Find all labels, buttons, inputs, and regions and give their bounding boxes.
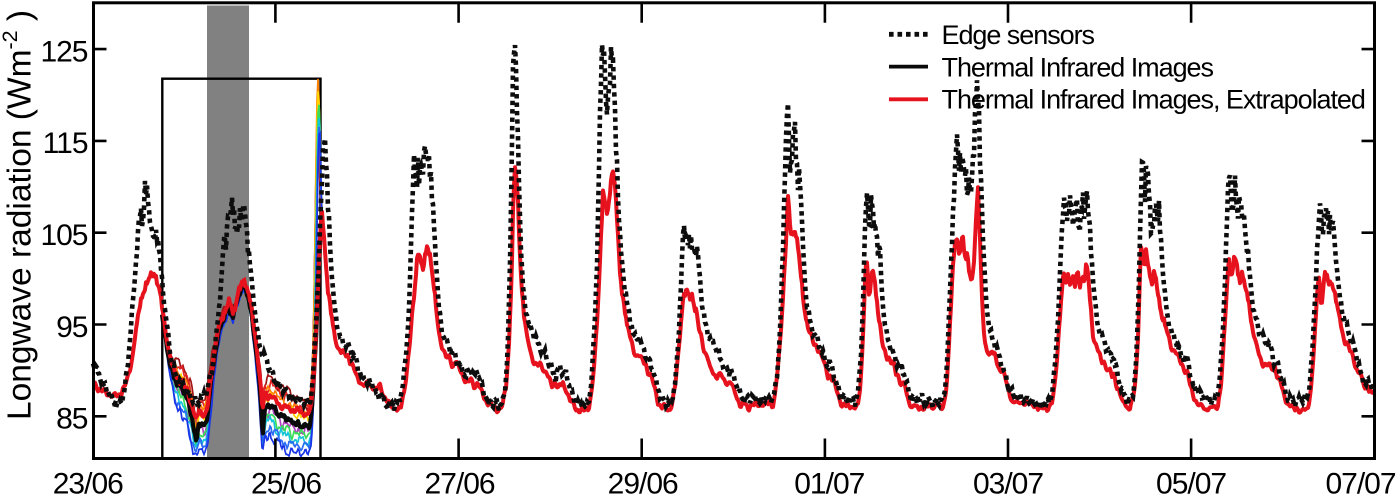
svg-text:25/06: 25/06 [251, 468, 321, 497]
svg-text:03/07: 03/07 [973, 468, 1043, 497]
svg-text:115: 115 [43, 127, 88, 160]
svg-text:01/07: 01/07 [794, 468, 864, 497]
svg-text:29/06: 29/06 [608, 468, 678, 497]
svg-text:Thermal Infrared Images, Extra: Thermal Infrared Images, Extrapolated [942, 85, 1365, 115]
svg-text:105: 105 [40, 219, 87, 252]
svg-text:Thermal Infrared Images: Thermal Infrared Images [942, 52, 1214, 82]
svg-text:Longwave radiation (Wm-2 ): Longwave radiation (Wm-2 ) [0, 10, 39, 420]
svg-text:85: 85 [56, 403, 88, 436]
svg-text:27/06: 27/06 [425, 468, 495, 497]
svg-text:07/07: 07/07 [1325, 468, 1395, 497]
svg-text:95: 95 [56, 311, 88, 344]
svg-text:05/07: 05/07 [1156, 468, 1226, 497]
svg-text:125: 125 [40, 35, 87, 68]
svg-text:Edge sensors: Edge sensors [942, 20, 1095, 50]
svg-text:23/06: 23/06 [53, 468, 123, 497]
